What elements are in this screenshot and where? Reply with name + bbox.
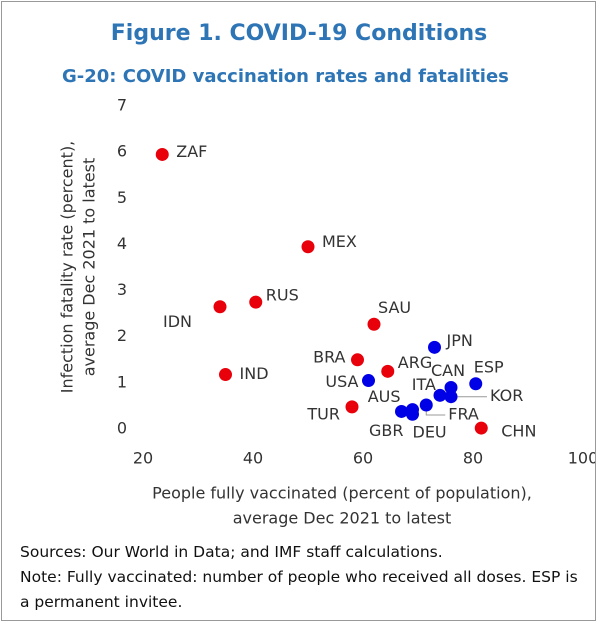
point <box>433 388 447 402</box>
point <box>155 147 169 161</box>
point-label: IDN <box>163 312 192 331</box>
chart: Figure 1. COVID-19 Conditions G-20: COVI… <box>58 21 596 528</box>
point-label: ZAF <box>176 142 207 161</box>
y-tick-label: 6 <box>117 142 127 161</box>
notes: Sources: Our World in Data; and IMF staf… <box>20 540 590 615</box>
y-tick-label: 5 <box>117 188 127 207</box>
y-tick-label: 4 <box>117 234 127 253</box>
point <box>213 300 227 314</box>
point-label: TUR <box>306 404 340 423</box>
point <box>419 398 433 412</box>
x-axis-label: People fully vaccinated (percent of popu… <box>152 484 532 503</box>
point <box>406 407 419 421</box>
sources: Sources: Our World in Data; and IMF staf… <box>20 543 443 561</box>
y-tick-label: 0 <box>117 419 127 438</box>
y-tick-label: 7 <box>117 96 127 115</box>
point-label: DEU <box>413 423 447 442</box>
point-label: ITA <box>412 375 436 394</box>
point-label: BRA <box>313 347 345 366</box>
point-label: RUS <box>266 286 299 305</box>
point <box>381 364 395 378</box>
point-label: ESP <box>474 357 504 376</box>
point <box>249 295 263 309</box>
point <box>428 340 441 354</box>
point <box>469 377 483 391</box>
chart-title: Figure 1. COVID-19 Conditions <box>111 21 487 46</box>
x-tick-label: 100 <box>568 449 596 468</box>
point <box>351 353 364 367</box>
y-tick-label: 2 <box>117 326 127 345</box>
x-tick-label: 80 <box>463 449 483 468</box>
point-label: IND <box>240 364 269 383</box>
x-tick-label: 60 <box>353 449 373 468</box>
point <box>444 390 458 404</box>
point <box>367 317 381 331</box>
x-axis-label: average Dec 2021 to latest <box>233 509 452 528</box>
x-tick-label: 20 <box>133 449 153 468</box>
point-label: JPN <box>446 331 473 350</box>
point <box>444 380 458 394</box>
x-tick-label: 40 <box>243 449 263 468</box>
point-label: MEX <box>322 232 357 251</box>
chart-subtitle: G-20: COVID vaccination rates and fatali… <box>62 66 509 87</box>
point-label: USA <box>325 372 358 391</box>
point-label: CAN <box>431 361 465 380</box>
point-label: ARG <box>398 353 432 372</box>
y-tick-label: 1 <box>117 372 127 391</box>
point-label: CHN <box>501 422 536 441</box>
point <box>362 374 375 388</box>
y-axis-label: average Dec 2021 to latest <box>80 158 99 377</box>
point-label: KOR <box>490 386 523 405</box>
point <box>474 421 488 435</box>
point <box>395 404 408 418</box>
point-label: AUS <box>368 387 401 406</box>
point-label: GBR <box>369 421 404 440</box>
y-axis-label: Infection fatality rate (percent), <box>58 141 77 394</box>
point <box>345 400 359 414</box>
point-label: SAU <box>378 298 411 317</box>
point <box>219 368 232 382</box>
point <box>301 240 315 254</box>
point-label: FRA <box>448 405 479 424</box>
note: Note: Fully vaccinated: number of people… <box>20 568 578 611</box>
y-tick-label: 3 <box>117 280 127 299</box>
